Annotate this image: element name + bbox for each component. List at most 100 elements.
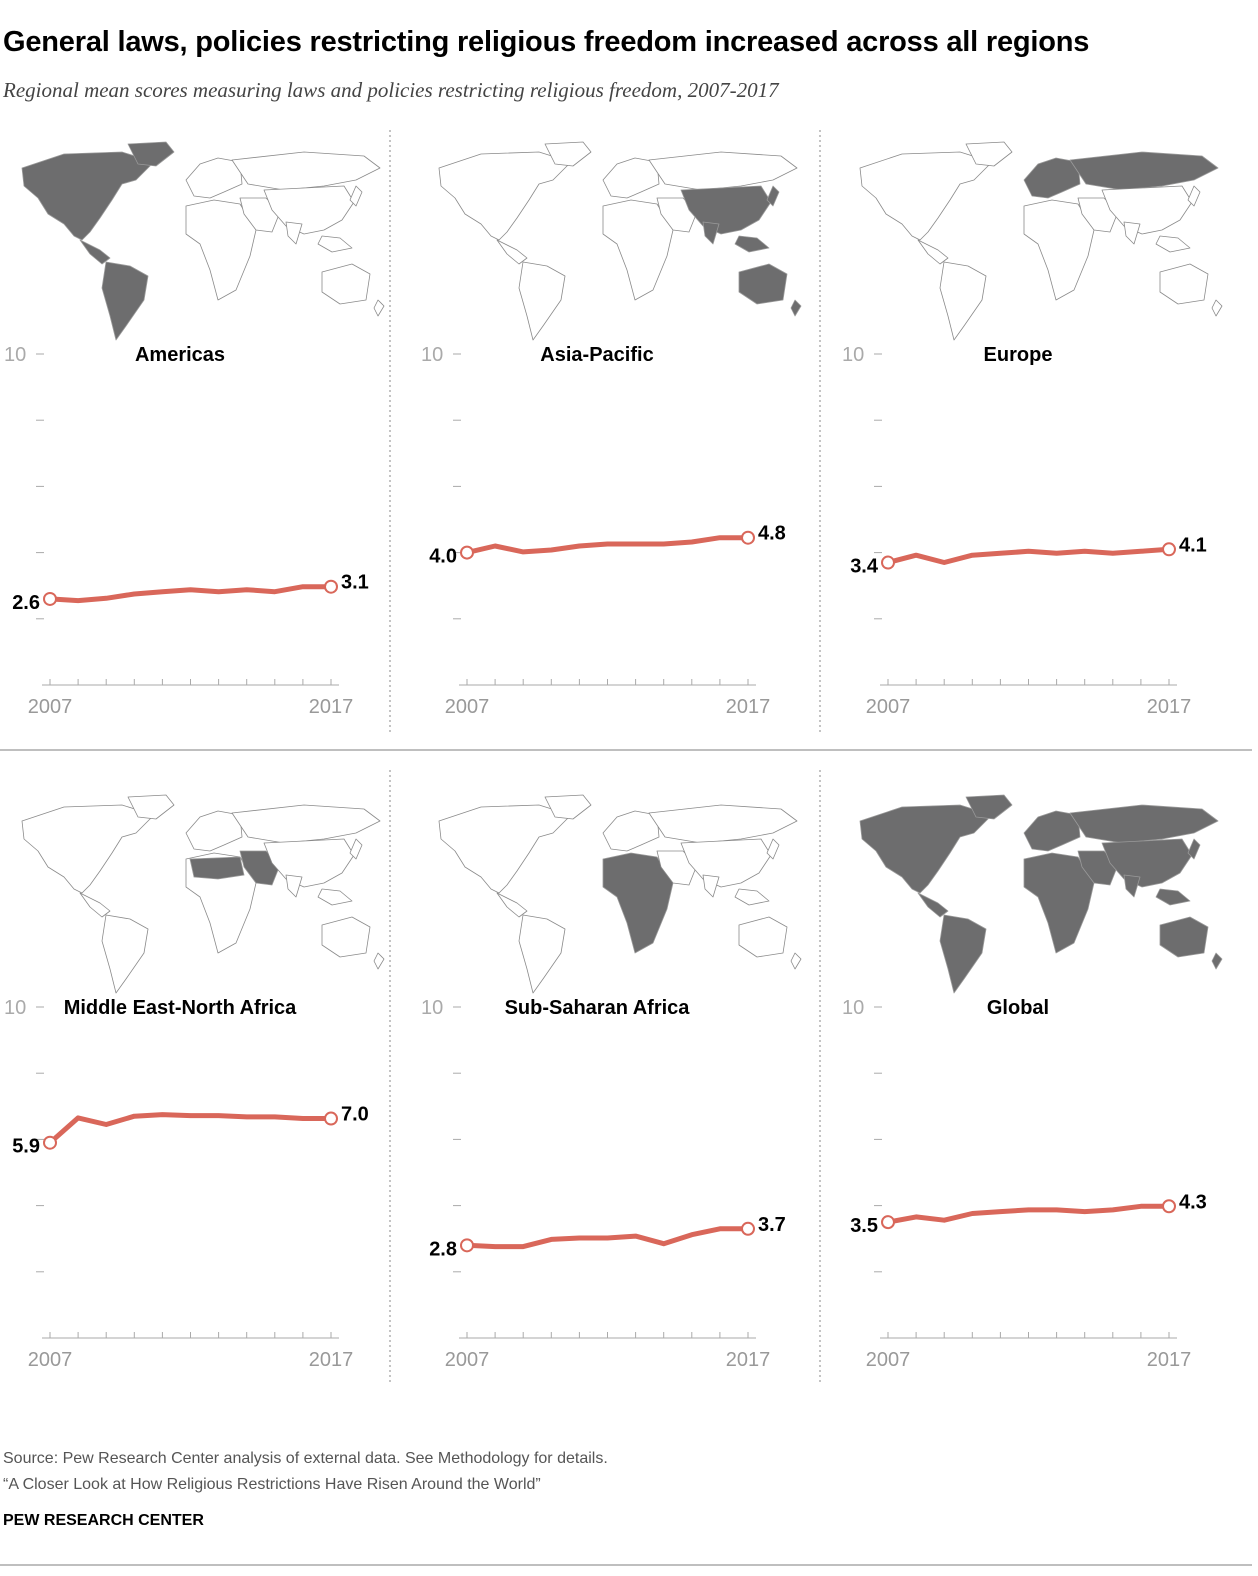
map-asia	[263, 838, 355, 888]
map-sa-highlighted	[101, 261, 149, 341]
map-asia	[263, 185, 355, 235]
map-australia	[738, 916, 788, 958]
series-line	[464, 1226, 751, 1250]
region-map	[21, 794, 385, 994]
map-india	[1123, 221, 1141, 245]
end-value-label: 4.8	[758, 523, 786, 545]
x-tick-label-end: 2017	[726, 1349, 771, 1371]
y-axis-top-label: 10	[842, 997, 864, 1019]
panel-title: Sub-Saharan Africa	[505, 997, 691, 1019]
region-map	[438, 141, 802, 341]
end-point-marker	[741, 1221, 755, 1236]
chart-svg: 10 Middle East-North Africa 2007 2017 5.9 7.0	[4, 794, 385, 1371]
map-russia-highlighted	[1069, 151, 1219, 191]
map-nz	[1211, 299, 1223, 317]
map-mideast	[656, 850, 698, 886]
map-mideast-highlighted	[1077, 850, 1119, 886]
y-axis-top-label: 10	[421, 344, 443, 366]
start-point-marker	[460, 545, 474, 560]
panel-title: Global	[987, 997, 1049, 1019]
region-panel-asia-pacific: 10 Asia-Pacific 2007 2017 4.0 4.8	[417, 130, 817, 740]
map-russia	[231, 151, 381, 191]
y-axis-top-label: 10	[421, 997, 443, 1019]
x-tick-label-start: 2007	[28, 696, 73, 718]
map-sea-highlighted	[734, 235, 770, 253]
map-sea-highlighted	[1155, 888, 1191, 906]
map-india	[285, 874, 303, 898]
map-sea	[1155, 235, 1191, 253]
map-greenland	[544, 141, 592, 167]
start-point-marker	[881, 1215, 895, 1230]
map-na	[438, 151, 572, 241]
x-tick-label-start: 2007	[866, 1349, 911, 1371]
y-axis-top-label: 10	[4, 344, 26, 366]
map-europe-highlighted	[1023, 810, 1081, 852]
map-ca-highlighted	[79, 239, 111, 265]
map-sa	[939, 261, 987, 341]
map-europe	[185, 157, 243, 199]
region-panel-europe: 10 Europe 2007 2017 3.4 4.1	[838, 130, 1238, 740]
map-japan-highlighted	[766, 185, 780, 207]
map-russia	[648, 151, 798, 191]
source-note: Source: Pew Research Center analysis of …	[3, 1450, 608, 1467]
map-sa	[101, 914, 149, 994]
map-europe	[602, 810, 660, 852]
start-point-marker	[43, 1135, 57, 1150]
map-nz	[373, 952, 385, 970]
map-nz	[373, 299, 385, 317]
map-ca	[496, 892, 528, 918]
map-na-highlighted	[859, 804, 993, 894]
map-greenland	[544, 794, 592, 820]
region-map	[859, 794, 1223, 994]
map-nz	[790, 952, 802, 970]
map-greenland	[127, 794, 175, 820]
start-value-label: 3.5	[850, 1215, 878, 1237]
map-mideast-highlighted	[239, 850, 281, 886]
map-africa	[185, 199, 257, 301]
map-greenland-highlighted	[965, 794, 1013, 820]
region-map	[438, 794, 802, 994]
map-na	[859, 151, 993, 241]
map-russia-highlighted	[1069, 804, 1219, 844]
region-map	[21, 141, 385, 341]
map-australia	[321, 916, 371, 958]
map-japan	[766, 838, 780, 860]
map-africa-highlighted	[1023, 852, 1095, 954]
map-nz-highlighted	[1211, 952, 1223, 970]
x-tick-label-end: 2017	[309, 696, 354, 718]
series-line	[47, 584, 334, 604]
map-na	[438, 804, 572, 894]
map-japan	[1187, 185, 1201, 207]
map-australia	[321, 263, 371, 305]
map-africa	[1023, 199, 1095, 301]
start-point-marker	[43, 591, 57, 606]
chart-svg: 10 Sub-Saharan Africa 2007 2017 2.8 3.7	[421, 794, 802, 1371]
map-india-highlighted	[1123, 874, 1141, 898]
map-europe	[185, 810, 243, 852]
x-tick-label-end: 2017	[1147, 696, 1192, 718]
map-nz-highlighted	[790, 299, 802, 317]
map-russia	[231, 804, 381, 844]
panel-title: Middle East-North Africa	[64, 997, 297, 1019]
end-value-label: 7.0	[341, 1104, 369, 1126]
end-point-marker	[324, 579, 338, 594]
map-australia-highlighted	[738, 263, 788, 305]
map-india	[702, 874, 720, 898]
x-tick-label-start: 2007	[445, 696, 490, 718]
map-australia-highlighted	[1159, 916, 1209, 958]
end-value-label: 4.1	[1179, 534, 1207, 556]
chart-subtitle: Regional mean scores measuring laws and …	[3, 78, 779, 102]
map-africa	[602, 199, 674, 301]
map-asia	[680, 838, 772, 888]
map-ca-highlighted	[917, 892, 949, 918]
map-japan	[349, 838, 363, 860]
chart-svg: 10 Europe 2007 2017 3.4 4.1	[842, 141, 1223, 718]
end-value-label: 4.3	[1179, 1191, 1207, 1213]
map-ca	[79, 892, 111, 918]
map-na	[21, 804, 155, 894]
start-value-label: 3.4	[850, 556, 879, 578]
map-mideast	[656, 197, 698, 233]
chart-svg: 10 Asia-Pacific 2007 2017 4.0 4.8	[421, 141, 802, 718]
x-tick-label-end: 2017	[1147, 1349, 1192, 1371]
